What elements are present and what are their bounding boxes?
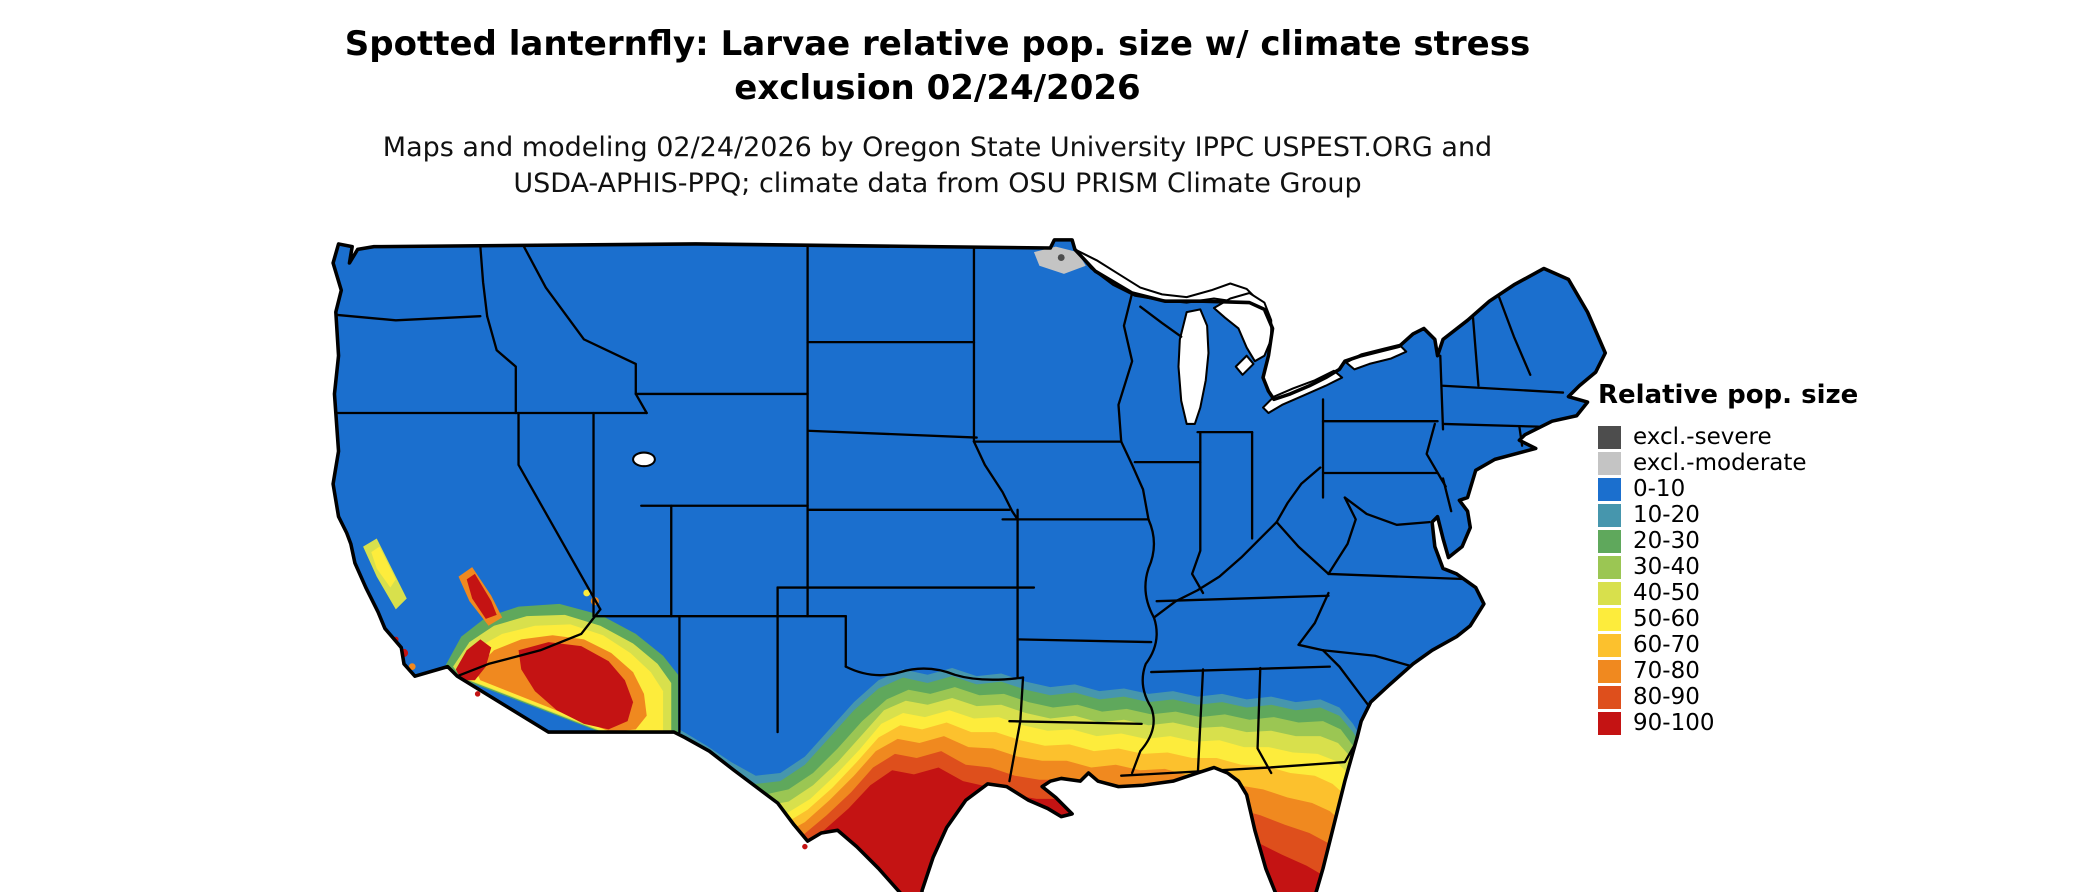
legend-item: 20-30 xyxy=(1598,528,1858,554)
outlying-specks xyxy=(474,691,808,850)
legend-item: 30-40 xyxy=(1598,554,1858,580)
legend-swatch xyxy=(1598,581,1621,605)
lakes xyxy=(632,248,1408,468)
legend-item: 80-90 xyxy=(1598,684,1858,710)
legend-item: 70-80 xyxy=(1598,658,1858,684)
legend-swatch xyxy=(1598,555,1621,579)
page-title: Spotted lanternfly: Larvae relative pop.… xyxy=(0,22,1875,110)
legend-swatch xyxy=(1598,477,1621,501)
legend-item: 60-70 xyxy=(1598,632,1858,658)
mexico-border-speck xyxy=(802,843,808,850)
title-line-1: Spotted lanternfly: Larvae relative pop.… xyxy=(344,24,1531,64)
legend-item: excl.-moderate xyxy=(1598,450,1858,476)
legend-swatch xyxy=(1598,451,1621,475)
legend-label: 10-20 xyxy=(1633,502,1700,528)
state-borders xyxy=(333,245,1565,783)
legend-label: 90-100 xyxy=(1633,710,1715,736)
legend-swatch xyxy=(1598,633,1621,657)
legend-swatch xyxy=(1598,425,1621,449)
legend-label: 30-40 xyxy=(1633,554,1700,580)
death-valley-90-100 xyxy=(466,573,497,619)
central-valley-50-60 xyxy=(371,546,396,588)
title-block: Spotted lanternfly: Larvae relative pop.… xyxy=(0,22,1875,202)
legend-item: 50-60 xyxy=(1598,606,1858,632)
legend-item: 90-100 xyxy=(1598,710,1858,736)
subtitle-line-1: Maps and modeling 02/24/2026 by Oregon S… xyxy=(382,132,1493,163)
legend-swatch xyxy=(1598,659,1621,683)
legend-label: 50-60 xyxy=(1633,606,1700,632)
legend-item: 10-20 xyxy=(1598,502,1858,528)
minnesota-exclusion-severe xyxy=(1057,254,1065,261)
page-subtitle: Maps and modeling 02/24/2026 by Oregon S… xyxy=(0,130,1875,202)
legend-label: 70-80 xyxy=(1633,658,1700,684)
legend-swatch xyxy=(1598,685,1621,709)
lake-erie xyxy=(1262,369,1344,415)
legend-swatch xyxy=(1598,503,1621,527)
map-svg xyxy=(331,238,1608,892)
legend-item: excl.-severe xyxy=(1598,424,1858,450)
nevada-speck-yellow xyxy=(583,589,591,597)
lake-michigan xyxy=(1177,308,1210,425)
mexico-border-speck xyxy=(474,691,481,697)
us-choropleth-map xyxy=(314,228,1623,892)
legend-label: 20-30 xyxy=(1633,528,1700,554)
map-legend: Relative pop. size excl.-severe excl.-mo… xyxy=(1598,380,1858,736)
great-salt-lake xyxy=(632,451,656,468)
legend-label: 0-10 xyxy=(1633,476,1686,502)
legend-swatch xyxy=(1598,529,1621,553)
legend-swatch xyxy=(1598,711,1621,735)
legend-title: Relative pop. size xyxy=(1598,380,1859,410)
title-line-2: exclusion 02/24/2026 xyxy=(734,68,1141,108)
legend-item: 0-10 xyxy=(1598,476,1858,502)
legend-label: excl.-moderate xyxy=(1633,450,1807,476)
legend-swatch xyxy=(1598,607,1621,631)
subtitle-line-2: USDA-APHIS-PPQ; climate data from OSU PR… xyxy=(513,168,1362,199)
legend-label: 40-50 xyxy=(1633,580,1700,606)
legend-label: 60-70 xyxy=(1633,632,1700,658)
lake-huron xyxy=(1212,291,1273,363)
legend-label: 80-90 xyxy=(1633,684,1700,710)
saginaw-bay xyxy=(1234,354,1255,376)
socal-speck-orange xyxy=(408,663,416,671)
southwest-zone-90-100-river xyxy=(455,639,492,681)
southwest-zone-90-100-core xyxy=(518,642,634,730)
legend-label: excl.-severe xyxy=(1633,424,1772,450)
legend-item: 40-50 xyxy=(1598,580,1858,606)
